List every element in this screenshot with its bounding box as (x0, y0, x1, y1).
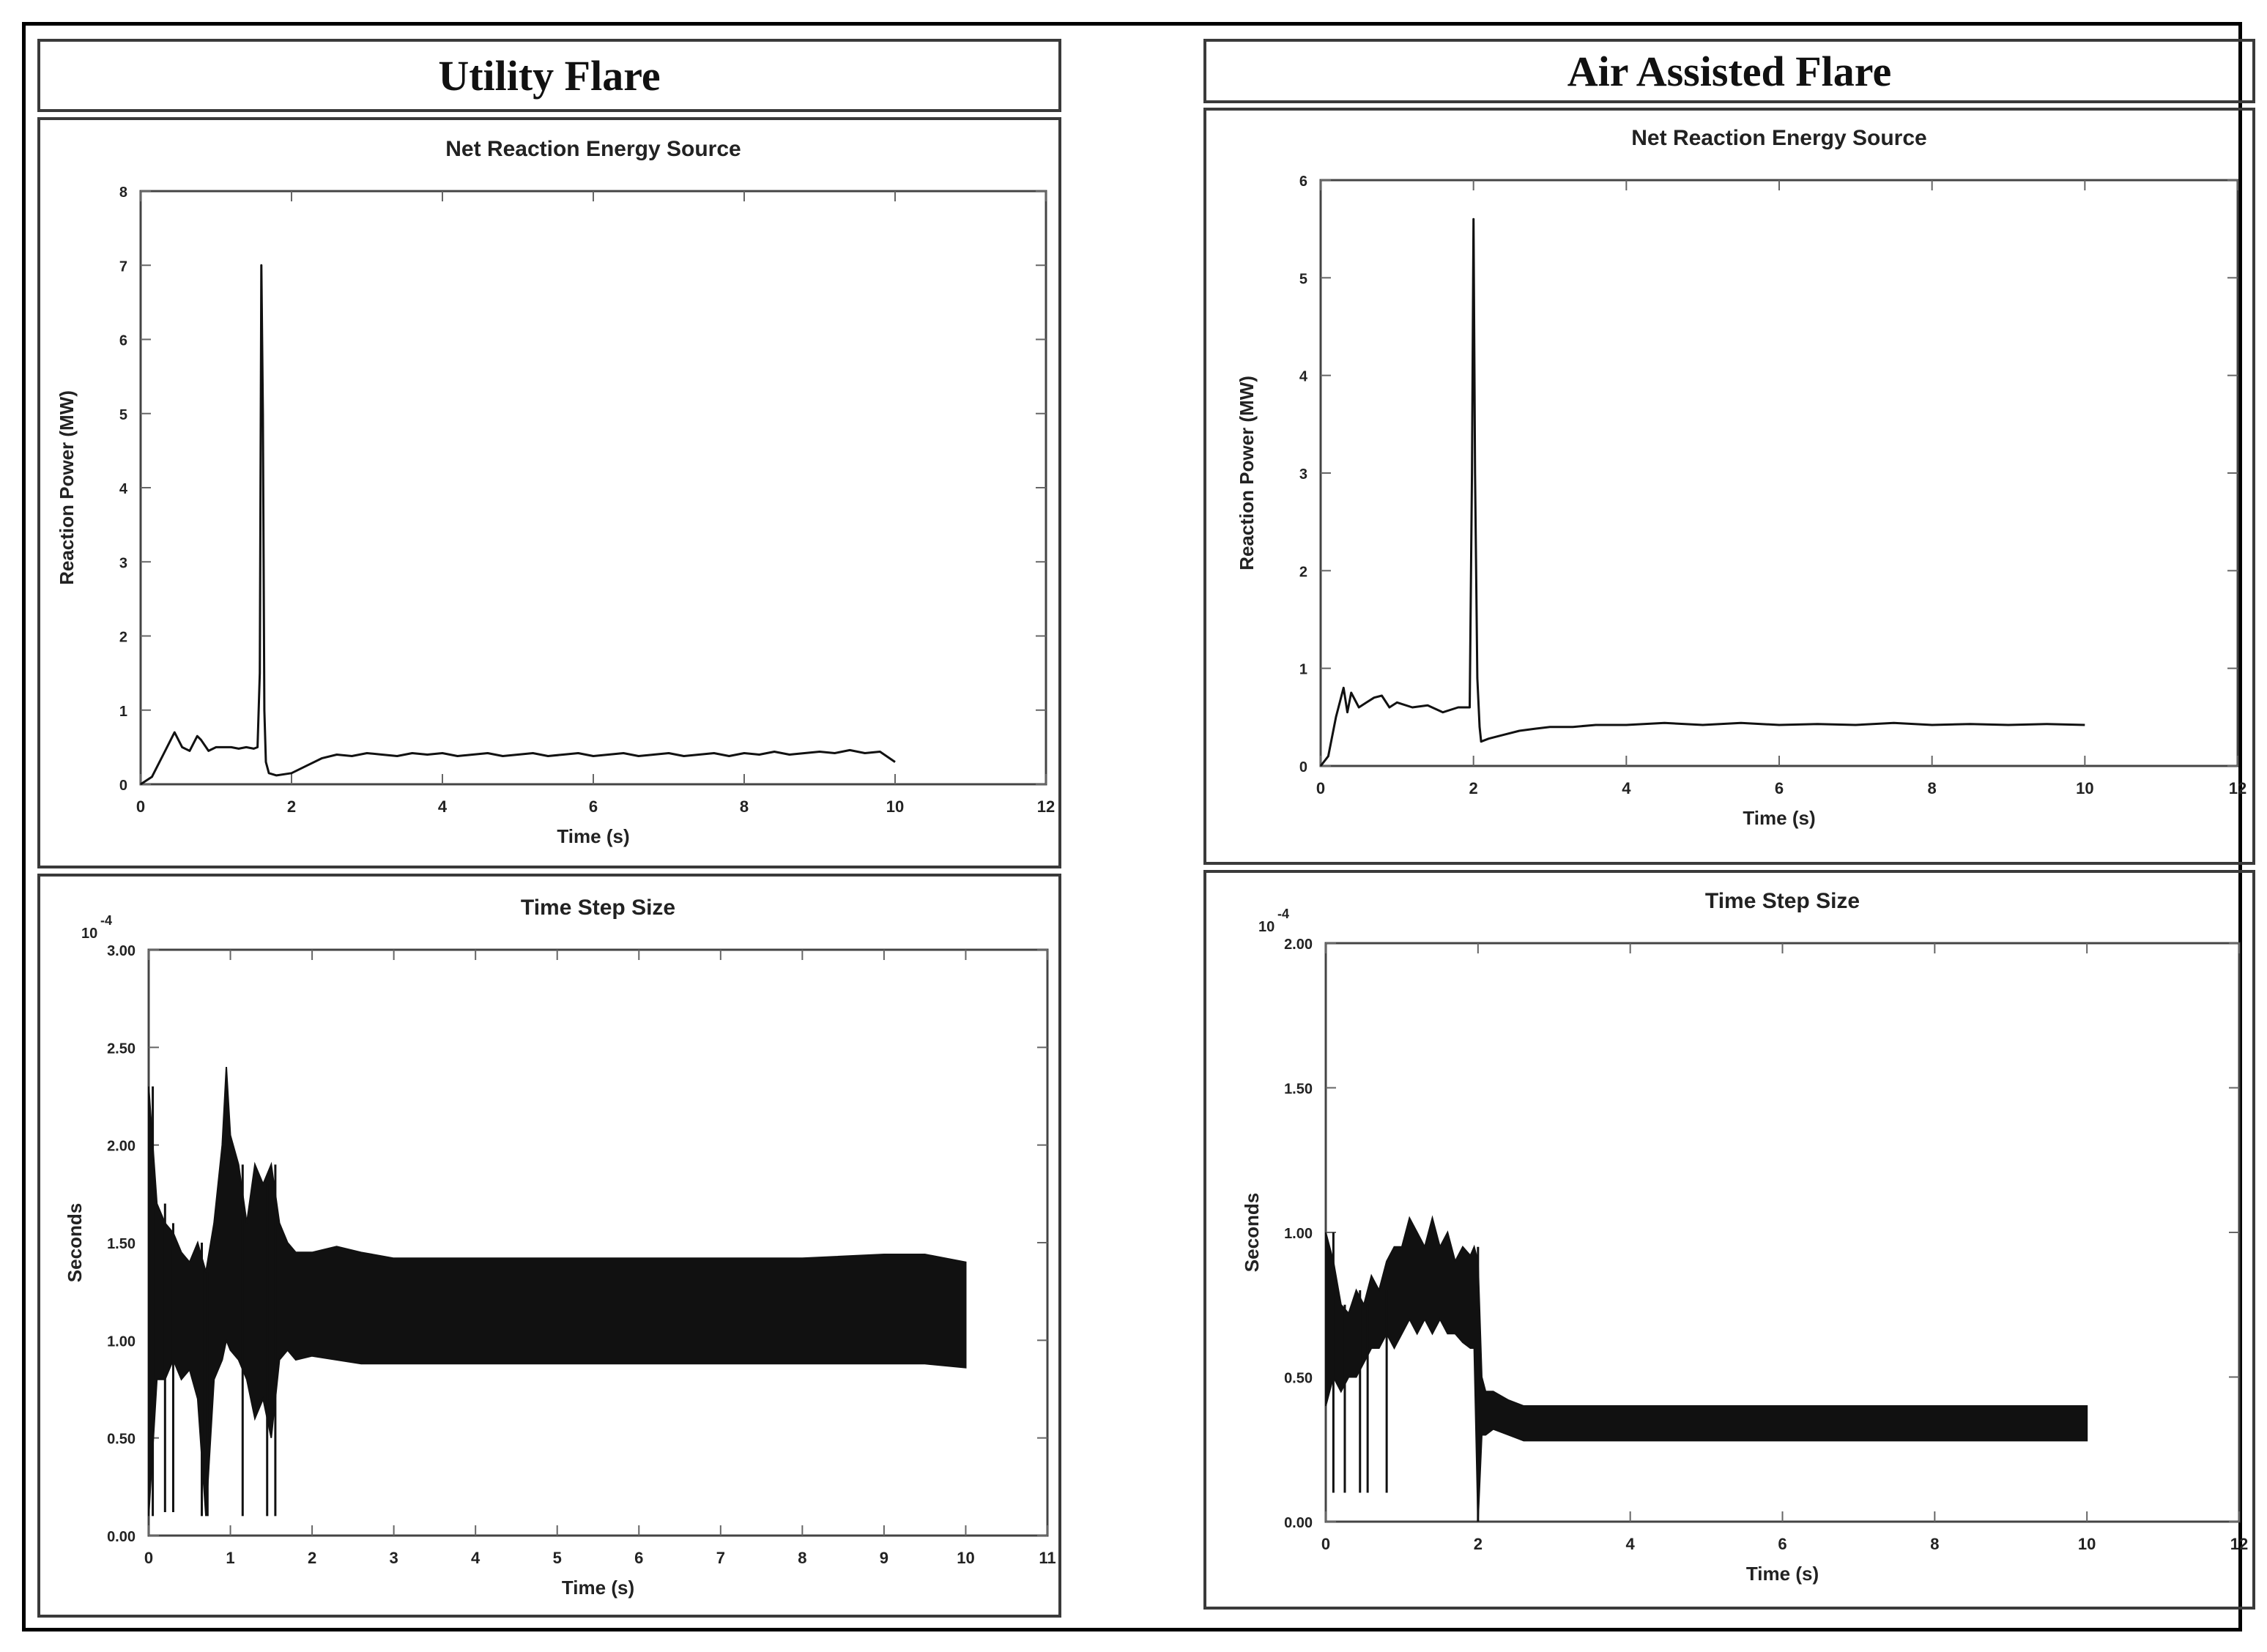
chart-air-timestep: Time Step Size 0 2 4 6 8 10 12 0.00 0.50 1.00 1.50 2… (1241, 889, 2248, 1585)
x-tick-label: 2 (1469, 779, 1478, 797)
scale-multiplier: 10 (81, 926, 97, 942)
y-tick-label: 1 (1299, 662, 1307, 678)
x-tick-label: 0 (1321, 1535, 1330, 1553)
y-tick-label: 2.50 (107, 1041, 136, 1057)
y-tick-label: 3.00 (107, 943, 136, 959)
chart-title: Time Step Size (1705, 889, 1860, 913)
x-tick-label: 10 (2076, 779, 2093, 797)
scale-multiplier: 10 (1258, 919, 1275, 935)
series-line (1319, 217, 2085, 767)
y-axis-label: Reaction Power (MW) (1236, 376, 1258, 570)
panel-air-timestep: Time Step Size 0 2 4 6 8 10 12 0.00 0.50 1.00 1.50 2… (1203, 870, 2255, 1610)
chart-utility-timestep: Time Step Size 0 1 2 3 4 5 6 7 8 9 10 11 0.00 0.50 1.00… (64, 896, 1056, 1599)
y-tick-label: 1.50 (107, 1236, 136, 1252)
x-tick-label: 0 (1316, 779, 1325, 797)
y-axis-label: Reaction Power (MW) (56, 390, 78, 585)
y-tick-label: 3 (1299, 466, 1307, 483)
x-tick-label: 0 (136, 797, 145, 816)
y-tick-label: 6 (119, 333, 127, 349)
x-axis-label: Time (s) (557, 825, 629, 847)
x-tick-label: 8 (1930, 1535, 1939, 1553)
y-tick-label: 2.00 (107, 1139, 136, 1155)
x-tick-label: 5 (553, 1549, 562, 1567)
x-tick-label: 10 (886, 797, 904, 816)
y-tick-label: 2.00 (1284, 937, 1313, 953)
y-tick-label: 2 (1299, 564, 1307, 580)
x-tick-label: 0 (144, 1549, 153, 1567)
x-tick-label: 12 (1037, 797, 1055, 816)
y-tick-label: 0.00 (1284, 1515, 1313, 1531)
x-tick-label: 10 (2078, 1535, 2096, 1553)
panel-air-reaction: Net Reaction Energy Source 0 2 4 6 8 10 12 0 1 2 3 4… (1203, 108, 2255, 865)
x-tick-label: 4 (1622, 779, 1631, 797)
chart-title: Net Reaction Energy Source (445, 137, 741, 161)
x-tick-label: 1 (226, 1549, 234, 1567)
y-tick-label: 1.50 (1284, 1082, 1313, 1098)
y-tick-label: 5 (1299, 271, 1307, 287)
y-tick-label: 6 (1299, 174, 1307, 190)
x-tick-label: 6 (1775, 779, 1784, 797)
scale-exponent: -4 (100, 913, 112, 928)
x-tick-label: 6 (589, 797, 598, 816)
x-tick-label: 2 (287, 797, 296, 816)
series-band (1325, 1215, 2088, 1522)
chart-title: Net Reaction Energy Source (1631, 126, 1926, 150)
x-tick-label: 6 (634, 1549, 643, 1567)
x-tick-label: 3 (390, 1549, 398, 1567)
x-axis-label: Time (s) (1746, 1563, 1819, 1585)
x-tick-label: 4 (471, 1549, 481, 1567)
x-tick-label: 8 (1928, 779, 1937, 797)
x-tick-label: 11 (1039, 1549, 1055, 1567)
scale-exponent: -4 (1277, 907, 1289, 921)
y-tick-label: 1.00 (107, 1333, 136, 1350)
y-tick-label: 0 (119, 778, 127, 794)
x-tick-label: 9 (880, 1549, 888, 1567)
plot-frame (139, 190, 1047, 786)
figure-frame: Utility Flare Air Assisted Flare Net Rea… (22, 22, 2255, 1631)
y-tick-label: 0.00 (107, 1529, 136, 1545)
y-tick-label: 4 (119, 481, 128, 497)
x-tick-label: 12 (2229, 779, 2246, 797)
y-tick-label: 4 (1299, 369, 1308, 385)
y-axis-label: Seconds (64, 1203, 86, 1282)
x-tick-label: 7 (716, 1549, 725, 1567)
x-tick-label: 4 (1626, 1535, 1636, 1553)
series-line (140, 264, 896, 786)
x-tick-label: 6 (1778, 1535, 1786, 1553)
y-tick-label: 1 (119, 704, 127, 720)
x-tick-label: 2 (308, 1549, 316, 1567)
y-tick-label: 1.00 (1284, 1226, 1313, 1242)
x-tick-label: 10 (957, 1549, 974, 1567)
y-tick-label: 3 (119, 555, 127, 571)
y-tick-label: 2 (119, 630, 127, 646)
panel-utility-reaction: Net Reaction Energy Source 0 2 4 6 8 10 12 0 1 2 3 4… (37, 117, 1061, 868)
x-axis-label: Time (s) (1743, 807, 1815, 829)
x-tick-label: 2 (1474, 1535, 1483, 1553)
y-tick-label: 0 (1299, 759, 1307, 775)
y-tick-label: 0.50 (107, 1432, 136, 1448)
header-air-assisted-flare: Air Assisted Flare (1203, 39, 2255, 103)
x-axis-label: Time (s) (562, 1577, 634, 1599)
y-tick-label: 8 (119, 185, 127, 201)
x-tick-label: 4 (438, 797, 448, 816)
series-band (148, 1066, 967, 1517)
y-tick-label: 0.50 (1284, 1371, 1313, 1387)
header-utility-flare: Utility Flare (37, 39, 1061, 112)
y-axis-label: Seconds (1241, 1193, 1263, 1272)
y-tick-label: 7 (119, 258, 127, 275)
plot-frame (1319, 179, 2239, 767)
x-tick-label: 12 (2230, 1535, 2248, 1553)
x-tick-label: 8 (798, 1549, 806, 1567)
x-tick-label: 8 (740, 797, 749, 816)
chart-title: Time Step Size (521, 896, 675, 920)
y-tick-label: 5 (119, 407, 127, 423)
panel-utility-timestep: Time Step Size 0 1 2 3 4 5 6 7 8 9 10 11 0.00 0.50 1.00… (37, 874, 1061, 1618)
